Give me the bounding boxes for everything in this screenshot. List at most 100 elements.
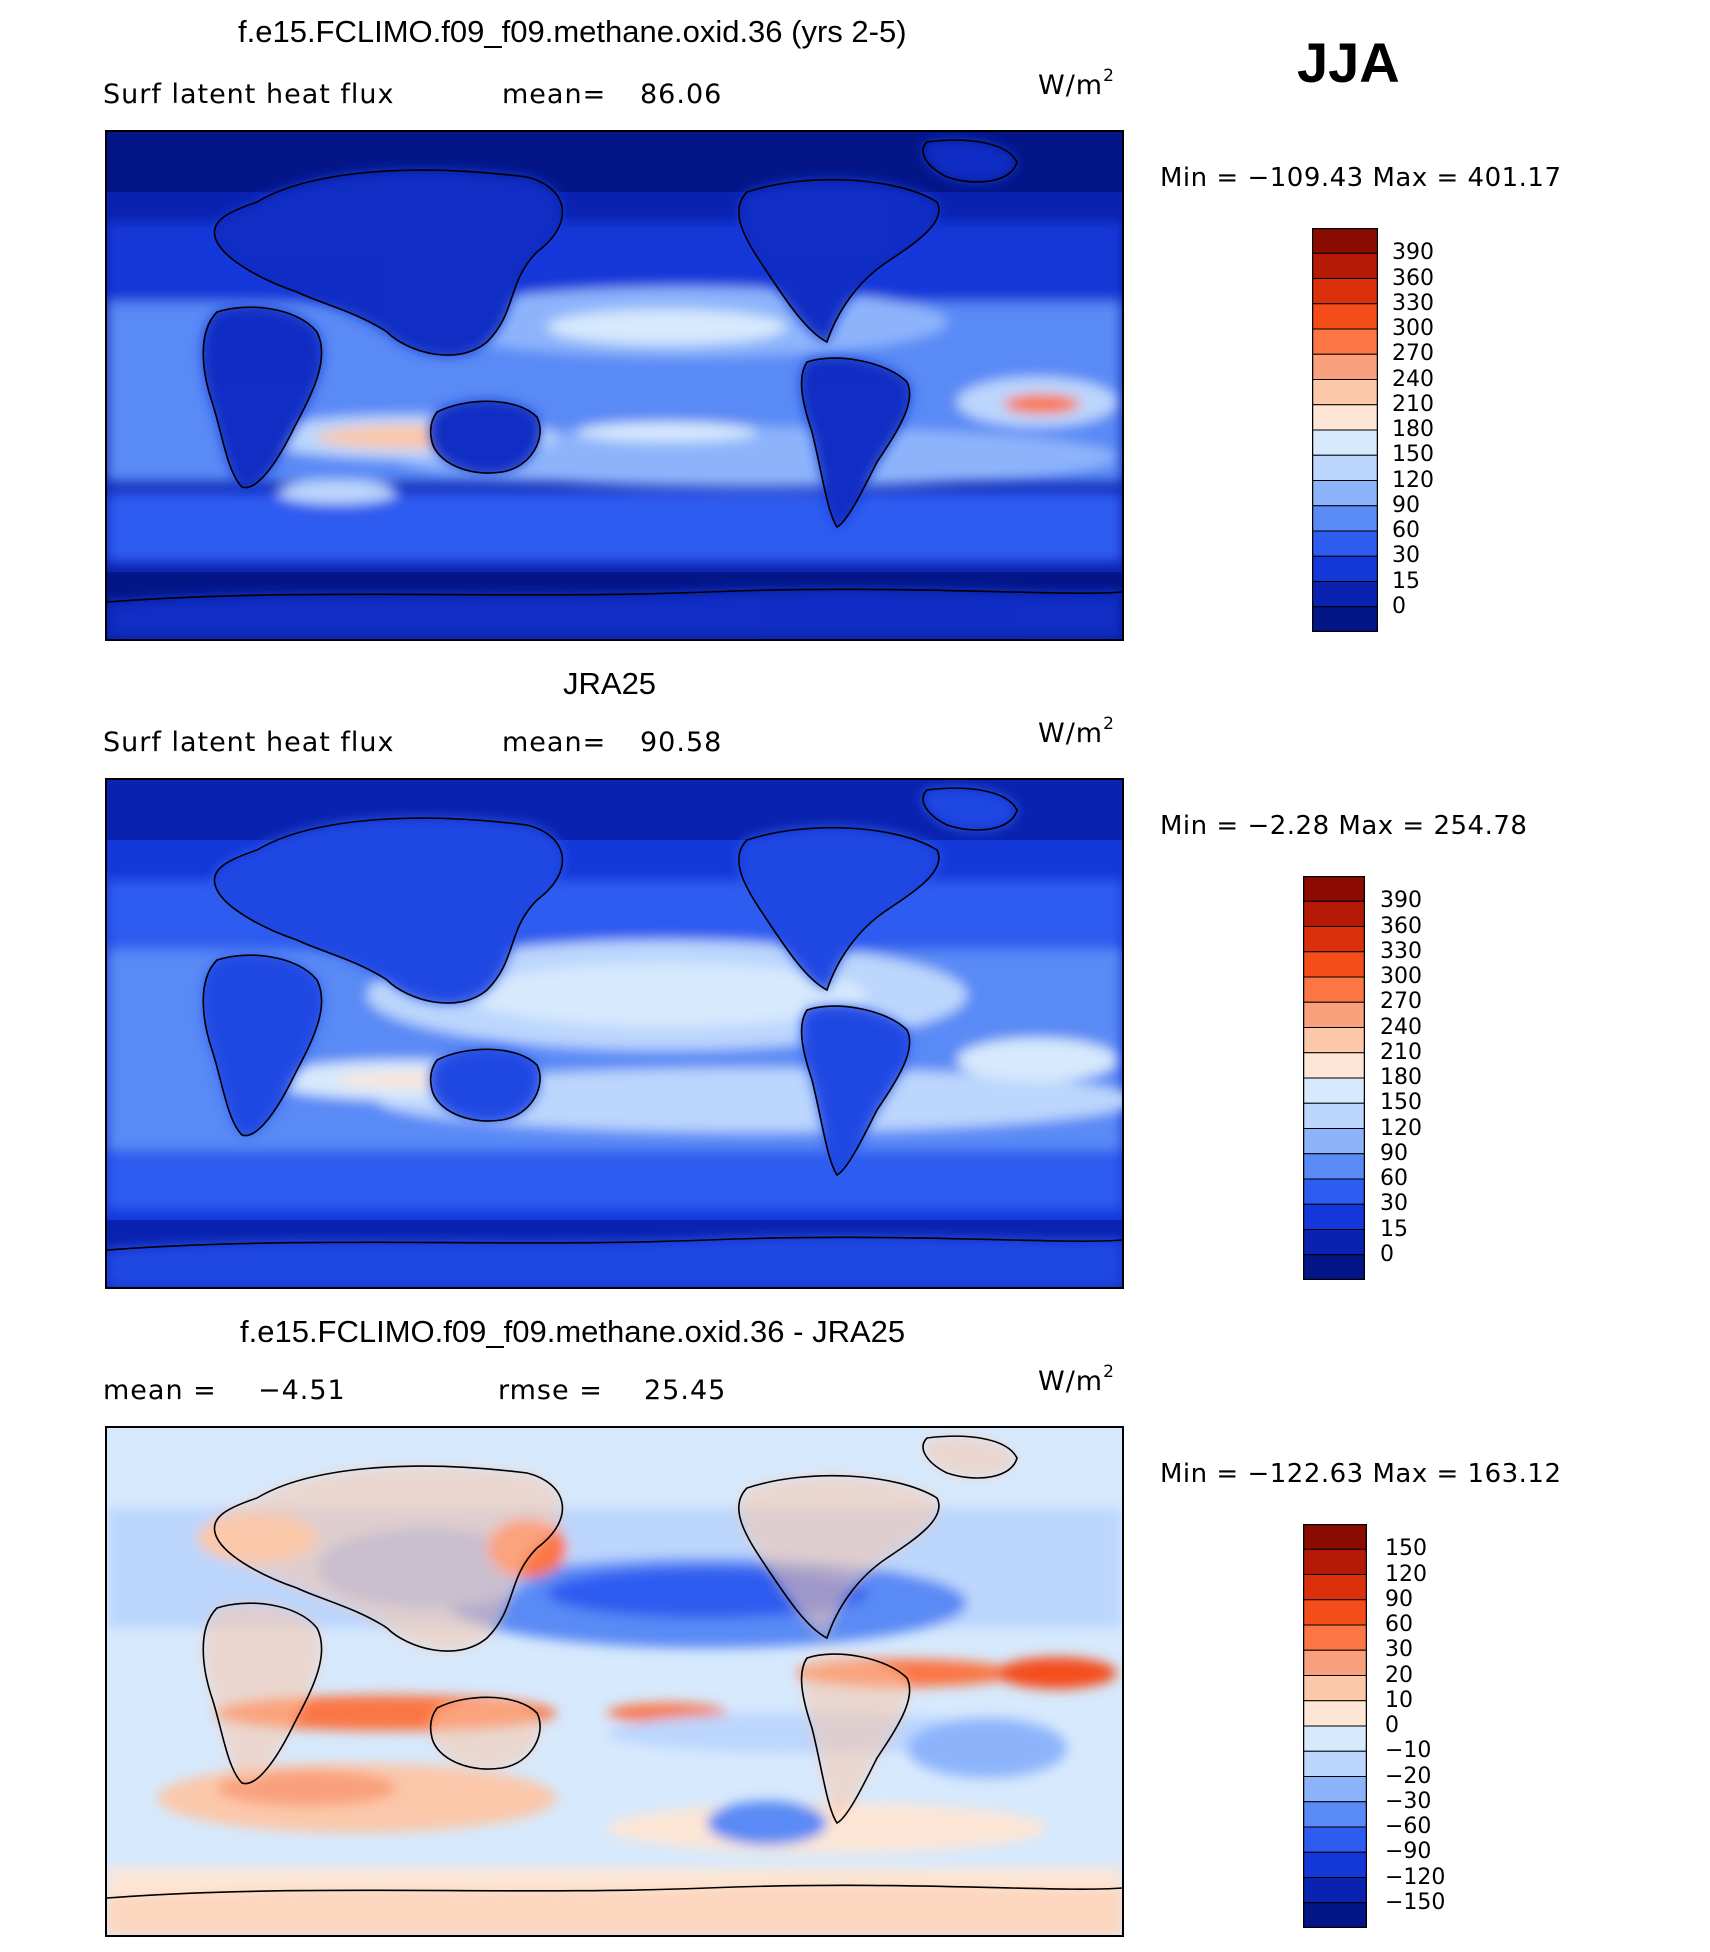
colorbar-tick-label: 210 <box>1392 391 1434 417</box>
colorbar-swatch <box>1302 1077 1366 1104</box>
panel2-mean-label: mean= <box>502 727 607 758</box>
panel3-map <box>105 1426 1124 1937</box>
colorbar-tick-label: 330 <box>1380 938 1422 964</box>
colorbar-tick-label: 390 <box>1392 240 1434 266</box>
colorbar-tick-label: 300 <box>1380 964 1422 989</box>
colorbar-swatch <box>1311 581 1379 608</box>
panel2-colorbar-swatches <box>1302 875 1366 1281</box>
panel3-rmse-value: 25.45 <box>644 1375 727 1406</box>
panel1-min-max: Min = −109.43 Max = 401.17 <box>1160 163 1562 193</box>
colorbar-tick-label: −20 <box>1385 1763 1432 1789</box>
colorbar-swatch <box>1311 252 1379 279</box>
colorbar-tick-label: 180 <box>1392 417 1434 442</box>
colorbar-swatch <box>1302 1052 1366 1079</box>
colorbar-outline <box>1302 1523 1368 1929</box>
colorbar-tick-label: −150 <box>1385 1889 1446 1915</box>
colorbar-swatch <box>1302 1523 1368 1550</box>
colorbar-swatch <box>1302 1102 1366 1129</box>
colorbar-tick-label: 90 <box>1392 492 1420 518</box>
colorbar-swatch <box>1302 951 1366 978</box>
colorbar-swatch <box>1311 379 1379 406</box>
panel3-mean-value: −4.51 <box>258 1375 346 1406</box>
colorbar-tick-label: −120 <box>1385 1864 1446 1890</box>
colorbar-tick-label: 240 <box>1380 1014 1422 1040</box>
colorbar-swatch <box>1302 1574 1368 1601</box>
panel3-mean-label: mean = <box>103 1375 217 1406</box>
panel2-units: W/m2 <box>1038 714 1115 749</box>
panel3-colorbar-labels: 150 120 90 60 30 20 10 0 −10 −20 −30 −60 −90 −120 −150 <box>1385 1524 1475 1928</box>
colorbar-swatch <box>1302 1027 1366 1054</box>
colorbar-outline <box>1302 875 1366 1281</box>
colorbar-tick-label: 300 <box>1392 316 1434 341</box>
colorbar-swatch <box>1311 454 1379 481</box>
colorbar-swatch <box>1302 1624 1368 1651</box>
colorbar-swatch <box>1302 1178 1366 1205</box>
colorbar-swatch <box>1302 1902 1368 1929</box>
colorbar-tick-label: 0 <box>1392 593 1406 619</box>
colorbar-swatch <box>1302 1776 1368 1803</box>
colorbar-swatch <box>1311 278 1379 305</box>
colorbar-swatch <box>1302 1826 1368 1853</box>
colorbar-swatch <box>1302 1649 1368 1676</box>
colorbar-swatch <box>1302 1203 1366 1230</box>
colorbar-tick-label: 270 <box>1392 341 1434 367</box>
panel2-min-max: Min = −2.28 Max = 254.78 <box>1160 811 1528 841</box>
colorbar-swatch <box>1302 900 1366 927</box>
colorbar-swatch <box>1302 926 1366 953</box>
colorbar-tick-label: 120 <box>1392 467 1434 493</box>
colorbar-tick-label: 270 <box>1380 989 1422 1015</box>
season-label: JJA <box>1297 31 1400 94</box>
colorbar-swatch <box>1302 1001 1366 1028</box>
colorbar-tick-label: −10 <box>1385 1738 1432 1764</box>
colorbar-swatch <box>1311 505 1379 532</box>
colorbar-tick-label: 120 <box>1380 1115 1422 1141</box>
colorbar-tick-label: 30 <box>1385 1637 1413 1663</box>
panel1-units: W/m2 <box>1038 66 1115 101</box>
panel2-variable-label: Surf latent heat flux <box>103 727 395 758</box>
colorbar-swatch <box>1302 1153 1366 1180</box>
colorbar-tick-label: 20 <box>1385 1662 1413 1688</box>
colorbar-tick-label: −30 <box>1385 1788 1432 1814</box>
colorbar-tick-label: −60 <box>1385 1814 1432 1839</box>
colorbar-swatch <box>1311 530 1379 557</box>
panel2-colorbar-labels: 390 360 330 300 270 240 210 180 150 120 90 60 30 15 0 <box>1380 876 1460 1280</box>
colorbar-swatch <box>1302 1548 1368 1575</box>
panel3-units: W/m2 <box>1038 1362 1115 1397</box>
colorbar-tick-label: 360 <box>1392 265 1434 291</box>
panel3-colorbar <box>1302 1523 1368 1929</box>
colorbar-swatch <box>1311 429 1379 456</box>
colorbar-swatch <box>1302 1229 1366 1256</box>
panel1-mean-value: 86.06 <box>640 79 723 110</box>
panel2-map <box>105 778 1124 1289</box>
panel2-title: JRA25 <box>563 666 657 701</box>
colorbar-swatch <box>1311 404 1379 431</box>
colorbar-tick-label: 60 <box>1380 1166 1408 1191</box>
colorbar-tick-label: 150 <box>1385 1536 1427 1562</box>
colorbar-tick-label: 90 <box>1380 1140 1408 1166</box>
colorbar-swatch <box>1302 1675 1368 1702</box>
colorbar-swatch <box>1311 480 1379 507</box>
panel3-colorbar-swatches <box>1302 1523 1368 1929</box>
colorbar-swatch <box>1302 1801 1368 1828</box>
colorbar-tick-label: 240 <box>1392 366 1434 392</box>
panel1-map <box>105 130 1124 641</box>
colorbar-tick-label: 15 <box>1380 1216 1408 1242</box>
colorbar-tick-label: 390 <box>1380 888 1422 914</box>
colorbar-tick-label: 360 <box>1380 913 1422 939</box>
colorbar-swatch <box>1311 606 1379 633</box>
colorbar-tick-label: −90 <box>1385 1839 1432 1865</box>
colorbar-swatch <box>1302 1877 1368 1904</box>
colorbar-outline <box>1311 227 1379 633</box>
colorbar-tick-label: 150 <box>1392 442 1434 468</box>
colorbar-swatch <box>1311 555 1379 582</box>
colorbar-tick-label: 0 <box>1380 1241 1394 1267</box>
colorbar-tick-label: 30 <box>1380 1191 1408 1217</box>
colorbar-tick-label: 180 <box>1380 1065 1422 1090</box>
colorbar-swatch <box>1302 1128 1366 1155</box>
panel1-variable-label: Surf latent heat flux <box>103 79 395 110</box>
colorbar-swatch <box>1302 1700 1368 1727</box>
colorbar-tick-label: 120 <box>1385 1561 1427 1587</box>
panel3-min-max: Min = −122.63 Max = 163.12 <box>1160 1459 1562 1489</box>
colorbar-tick-label: 210 <box>1380 1039 1422 1065</box>
panel1-colorbar-swatches <box>1311 227 1379 633</box>
